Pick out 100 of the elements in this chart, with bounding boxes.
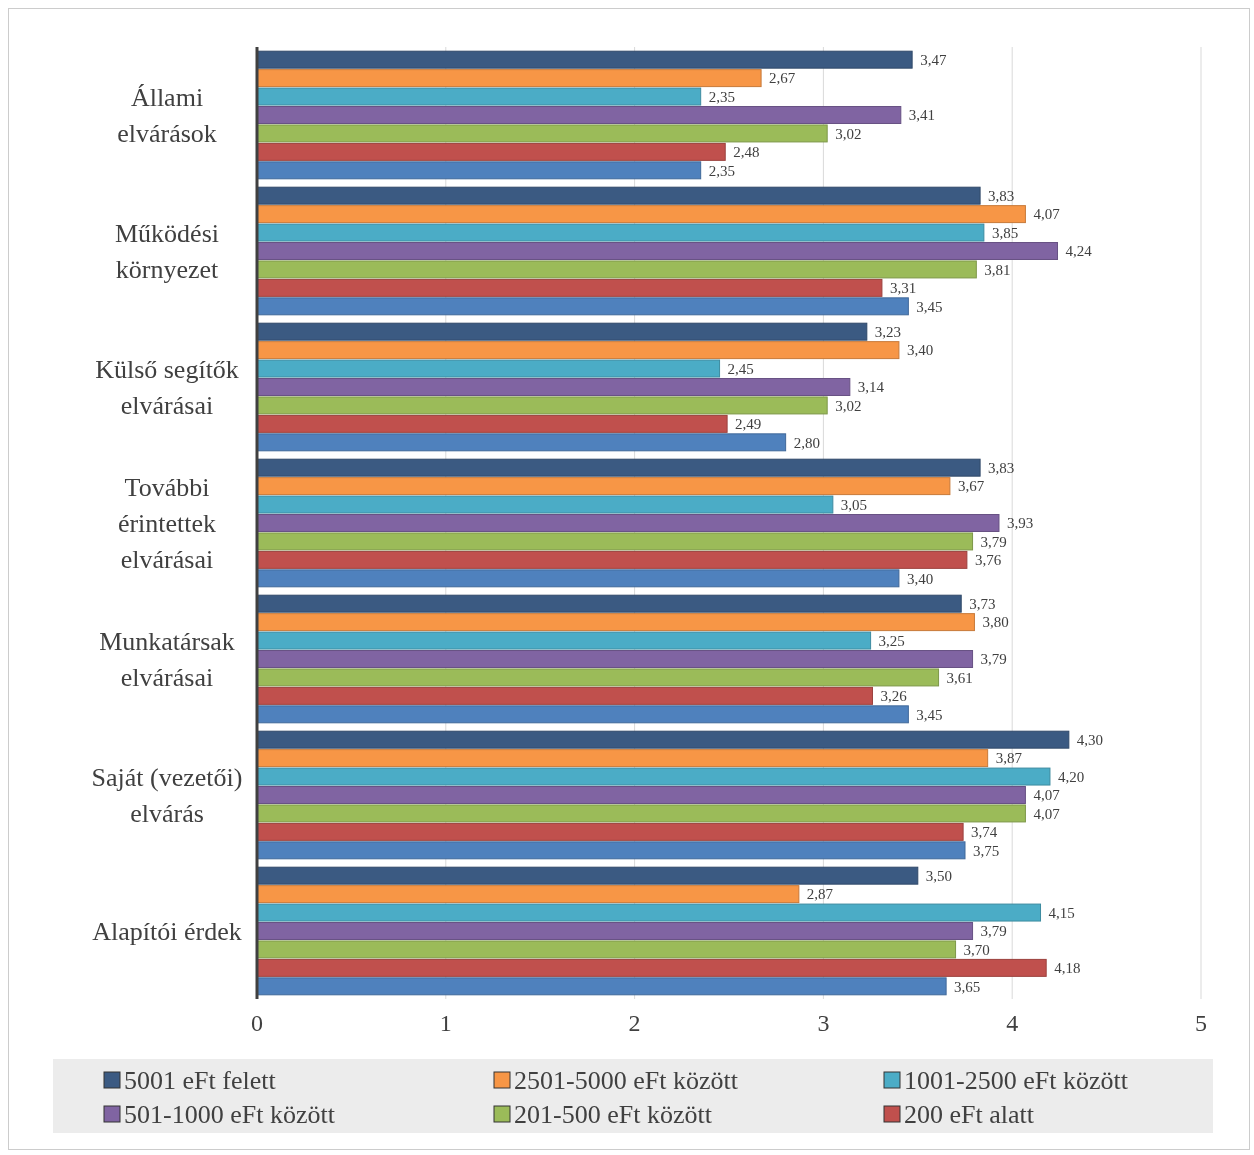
data-label: 3,79 <box>980 923 1007 940</box>
bar <box>256 532 974 551</box>
bar <box>256 322 868 341</box>
bar <box>256 705 909 724</box>
data-label: 2,35 <box>708 88 735 105</box>
bar <box>256 414 728 433</box>
bar <box>256 613 975 632</box>
data-label: 3,80 <box>982 614 1009 631</box>
legend-label: 2501-5000 eFt között <box>514 1066 739 1096</box>
data-label: 2,87 <box>806 886 834 903</box>
data-label: 3,02 <box>835 397 862 414</box>
bar <box>256 186 981 205</box>
data-label: 3,70 <box>963 941 990 958</box>
bar <box>256 106 902 124</box>
data-label: 2,48 <box>733 144 760 161</box>
legend-label: 5001 eFt felett <box>124 1066 277 1096</box>
legend-label: 501-1000 eFt között <box>124 1100 336 1130</box>
bar <box>256 631 872 650</box>
data-label: 3,83 <box>988 459 1015 476</box>
bar <box>256 749 989 768</box>
bar <box>256 359 721 378</box>
data-label: 3,45 <box>916 298 943 315</box>
data-label: 4,07 <box>1033 805 1061 822</box>
data-label: 4,18 <box>1054 960 1081 977</box>
bar <box>256 885 800 904</box>
bar <box>256 977 947 996</box>
x-tick-label: 2 <box>628 1010 641 1036</box>
bar <box>256 341 900 360</box>
bar <box>256 767 1051 786</box>
legend-label: 201-500 eFt között <box>514 1100 713 1130</box>
data-label: 3,79 <box>980 651 1007 668</box>
data-label: 3,02 <box>835 125 862 142</box>
bar <box>256 569 900 588</box>
data-label: 2,49 <box>735 416 762 433</box>
bar <box>256 903 1042 922</box>
data-label: 4,24 <box>1065 243 1093 260</box>
bar <box>256 278 883 297</box>
bar <box>256 242 1059 260</box>
bar <box>256 433 787 452</box>
data-label: 3,25 <box>878 632 905 649</box>
data-label: 3,31 <box>889 280 917 297</box>
data-label: 3,85 <box>991 224 1019 241</box>
bar <box>256 87 702 106</box>
x-tick-label: 0 <box>251 1010 263 1036</box>
bar <box>256 730 1070 749</box>
data-label: 3,65 <box>954 978 981 995</box>
data-label: 3,79 <box>980 533 1007 550</box>
data-label: 3,61 <box>946 669 973 686</box>
data-label: 3,45 <box>916 706 943 723</box>
bar <box>256 223 985 242</box>
bar <box>256 686 873 705</box>
data-label: 3,81 <box>984 261 1011 278</box>
x-tick-label: 3 <box>817 1010 830 1036</box>
legend-label: 200 eFt alatt <box>904 1100 1035 1130</box>
bar <box>256 477 951 496</box>
y-tick-label: Állami elvárások <box>117 83 217 149</box>
data-label: 2,45 <box>727 360 754 377</box>
legend-label: 1001-2500 eFt között <box>904 1066 1129 1096</box>
data-label: 4,30 <box>1076 731 1104 748</box>
bar <box>256 124 828 143</box>
bar <box>256 922 974 940</box>
bar <box>256 69 762 88</box>
bar <box>256 841 966 860</box>
bar <box>256 396 828 415</box>
data-label: 2,80 <box>793 434 820 451</box>
bar <box>256 378 851 396</box>
bar <box>256 458 981 477</box>
data-label: 3,73 <box>969 595 996 612</box>
data-label: 3,93 <box>1006 515 1034 532</box>
data-label: 3,67 <box>957 478 985 495</box>
data-label: 4,20 <box>1057 768 1085 785</box>
data-label: 3,23 <box>874 323 902 340</box>
bar <box>256 161 702 180</box>
y-tick-label: Működési környezet <box>115 219 220 285</box>
bar <box>256 495 834 514</box>
data-label: 3,40 <box>906 570 934 587</box>
bar <box>256 297 909 316</box>
data-label: 4,07 <box>1033 206 1061 223</box>
data-label: 3,40 <box>906 342 934 359</box>
y-tick-label: További érintettek elvárásai <box>117 473 217 575</box>
data-label: 3,05 <box>840 496 868 513</box>
bar <box>256 50 913 69</box>
bar <box>256 822 964 841</box>
bar <box>256 668 940 687</box>
y-tick-label: Munkatársak elvárásai <box>99 627 235 693</box>
bar <box>256 958 1047 977</box>
y-tick-label: Alapítói érdek <box>92 917 242 947</box>
bar <box>256 804 1026 823</box>
data-label: 3,47 <box>920 51 947 68</box>
data-label: 2,67 <box>769 70 796 87</box>
bar <box>256 594 962 613</box>
y-tick-label: Saját (vezetői) elvárás <box>91 763 243 829</box>
bar <box>256 260 977 279</box>
data-label: 3,74 <box>971 824 998 841</box>
data-label: 3,87 <box>995 750 1023 767</box>
bar <box>256 205 1026 224</box>
data-label: 4,15 <box>1048 904 1075 921</box>
data-label: 3,14 <box>857 379 885 396</box>
bar <box>256 650 974 668</box>
data-label: 3,75 <box>973 842 1000 859</box>
